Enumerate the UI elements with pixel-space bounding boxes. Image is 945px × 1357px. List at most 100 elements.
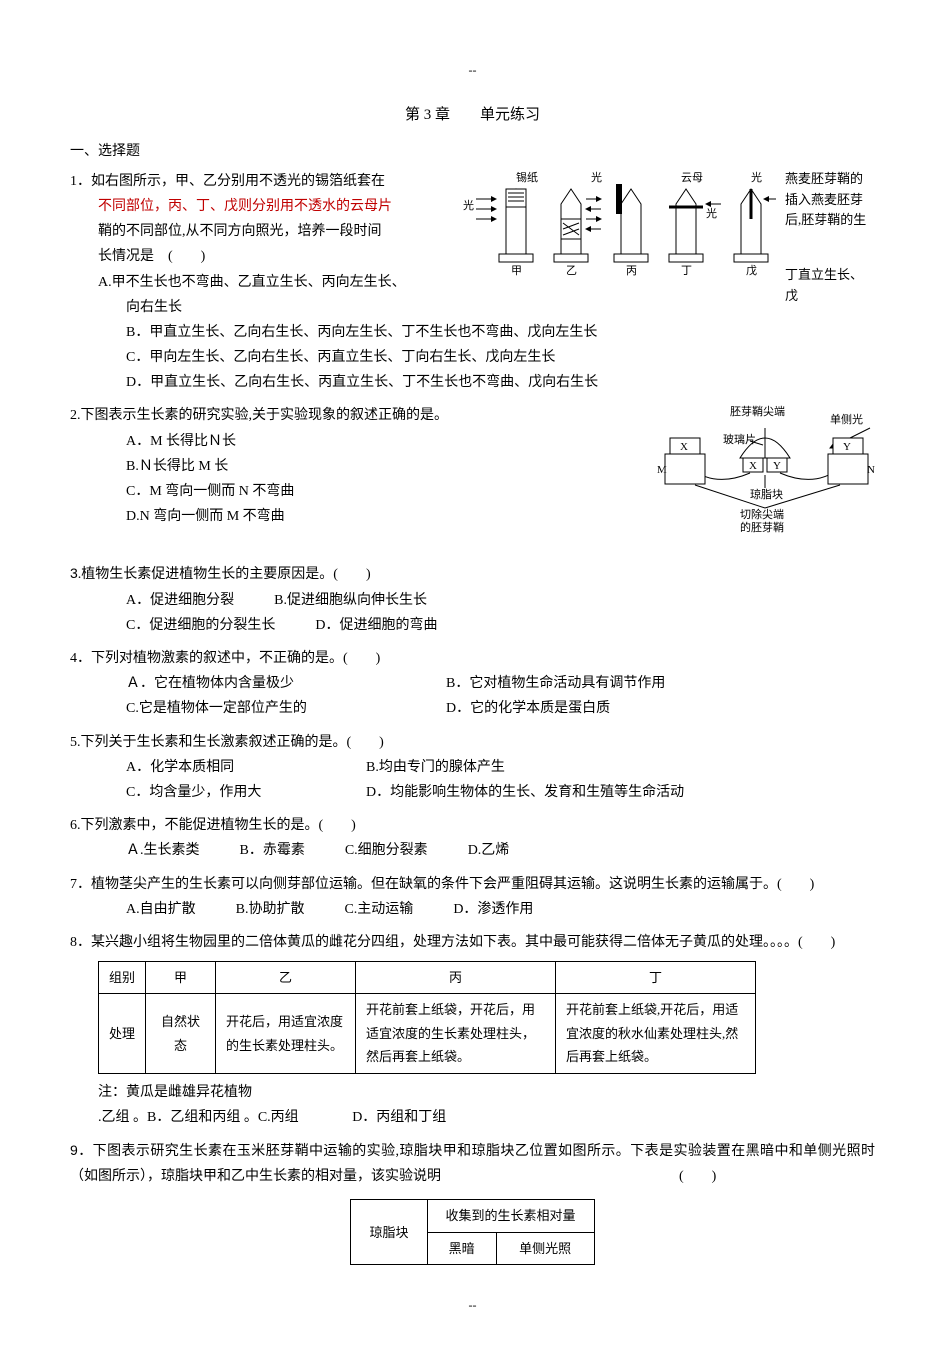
th-group: 组别 [99, 962, 146, 994]
svg-text:胚芽鞘尖端: 胚芽鞘尖端 [730, 404, 785, 418]
svg-text:甲: 甲 [511, 265, 522, 277]
note-line: 插入燕麦胚芽 [785, 190, 875, 211]
q4-optC: C.它是植物体一定部位产生的 [126, 696, 406, 721]
svg-text:单侧光: 单侧光 [830, 412, 863, 426]
note-line: 丁直立生长、戊 [785, 265, 875, 307]
q6-stem: 6.下列激素中，不能促进植物生长的是。( ) [70, 813, 875, 838]
svg-text:丙: 丙 [626, 265, 637, 277]
q4-optD: D．它的化学本质是蛋白质 [446, 696, 610, 721]
svg-text:Y: Y [773, 460, 781, 472]
svg-text:X: X [680, 441, 688, 453]
svg-text:丁: 丁 [681, 265, 692, 277]
label-light: 光 [591, 170, 602, 184]
note-line: 后,胚芽鞘的生 [785, 210, 875, 231]
question-3: 3.植物生长素促进植物生长的主要原因是。( ) A．促进细胞分裂 B.促进细胞纵… [70, 561, 875, 638]
q8-stem: 8．某兴趣小组将生物园里的二倍体黄瓜的雌花分四组，处理方法如下表。其中最可能获得… [70, 930, 875, 955]
th-bing: 丙 [356, 962, 556, 994]
q8-note: 注：黄瓜是雌雄异花植物 [98, 1080, 875, 1105]
q1-optA2: 向右生长 [126, 295, 875, 320]
question-5: 5.下列关于生长素和生长激素叙述正确的是。( ) A．化学本质相同 B.均由专门… [70, 730, 875, 806]
q5-optC: C．均含量少，作用大 [126, 780, 326, 805]
fig1-side-note: 燕麦胚芽鞘的 插入燕麦胚芽 后,胚芽鞘的生 丁直立生长、戊 [785, 169, 875, 307]
label-light: 光 [751, 170, 762, 184]
q9-table: 琼脂块 收集到的生长素相对量 黑暗 单侧光照 [350, 1199, 594, 1265]
page-marker-bottom: -- [70, 1295, 875, 1317]
label-mica: 云母 [681, 171, 703, 184]
coleoptile-jia [499, 189, 533, 262]
question-6: 6.下列激素中，不能促进植物生长的是。( ) Ａ.生长素类 B．赤霉素 C.细胞… [70, 813, 875, 863]
page-title: 第 3 章 单元练习 [70, 102, 875, 129]
q3-optB: B.促进细胞纵向伸长生长 [274, 588, 427, 613]
svg-text:琼脂块: 琼脂块 [750, 487, 783, 501]
question-8: 8．某兴趣小组将生物园里的二倍体黄瓜的雌花分四组，处理方法如下表。其中最可能获得… [70, 930, 875, 1130]
svg-text:玻璃片: 玻璃片 [723, 432, 756, 446]
th-jia: 甲 [146, 962, 216, 994]
q4-stem: 4．下列对植物激素的叙述中，不正确的是。( ) [70, 646, 875, 671]
q7-optC: C.主动运输 [344, 897, 413, 922]
q1-optD: D．甲直立生长、乙向右生长、丙直立生长、丁不生长也不弯曲、戊向右生长 [126, 370, 875, 395]
q7-optD: D．渗透作用 [453, 897, 533, 922]
td-yi: 开花后，用适宜浓度的生长素处理柱头。 [216, 994, 356, 1073]
q7-optB: B.协助扩散 [236, 897, 305, 922]
svg-text:的胚芽鞘: 的胚芽鞘 [740, 520, 784, 534]
q8-table: 组别 甲 乙 丙 丁 处理 自然状态 开花后，用适宜浓度的生长素处理柱头。 开花… [98, 961, 756, 1074]
svg-text:N: N [867, 464, 875, 476]
td-jia: 自然状态 [146, 994, 216, 1073]
q3-optD: D．促进细胞的弯曲 [315, 613, 437, 638]
q3-optC: C．促进细胞的分裂生长 [126, 613, 275, 638]
coleoptile-wu [734, 189, 776, 262]
q7-optA: A.自由扩散 [126, 897, 196, 922]
label-tin: 锡纸 [516, 170, 538, 184]
td-label: 处理 [99, 994, 146, 1073]
q3-num: 3 [70, 565, 78, 581]
td-dark: 黑暗 [427, 1232, 496, 1264]
q7-stem: 7．植物茎尖产生的生长素可以向侧芽部位运输。但在缺氧的条件下会严重阻碍其运输。这… [70, 872, 875, 897]
question-9: 9．下图表示研究生长素在玉米胚芽鞘中运输的实验,琼脂块甲和琼脂块乙位置如图所示。… [70, 1138, 875, 1265]
q5-stem: 5.下列关于生长素和生长激素叙述正确的是。( ) [70, 730, 875, 755]
q9-stem-text: ．下图表示研究生长素在玉米胚芽鞘中运输的实验,琼脂块甲和琼脂块乙位置如图所示。下… [70, 1144, 875, 1184]
td-light: 单侧光照 [496, 1232, 594, 1264]
th-ding: 丁 [556, 962, 756, 994]
q6-optA: Ａ.生长素类 [126, 838, 200, 863]
th-yi: 乙 [216, 962, 356, 994]
q3-stem: 3.植物生长素促进植物生长的主要原因是。( ) [70, 561, 875, 587]
svg-text:戊: 戊 [746, 264, 757, 277]
q9-stem: 9．下图表示研究生长素在玉米胚芽鞘中运输的实验,琼脂块甲和琼脂块乙位置如图所示。… [70, 1138, 875, 1189]
q4-optA: Ａ．它在植物体内含量极少 [126, 671, 406, 696]
figure-2: 胚芽鞘尖端 单侧光 玻璃片 X Y X M Y N [655, 403, 875, 553]
table-row: 组别 甲 乙 丙 丁 [99, 962, 756, 994]
svg-text:Y: Y [843, 441, 851, 453]
page-marker-top: -- [70, 60, 875, 82]
coleoptile-yi [554, 189, 601, 262]
q8-options: .乙组 。B．乙组和丙组 。C.丙组 D．丙组和丁组 [98, 1105, 875, 1130]
q1-optB: B．甲直立生长、乙向右生长、丙向左生长、丁不生长也不弯曲、戊向左生长 [126, 320, 875, 345]
question-2: 胚芽鞘尖端 单侧光 玻璃片 X Y X M Y N [70, 403, 875, 553]
table-row: 琼脂块 收集到的生长素相对量 [351, 1200, 594, 1232]
q8-optD: D．丙组和丁组 [352, 1110, 446, 1125]
svg-text:M: M [657, 464, 667, 476]
q3-stem-text: .植物生长素促进植物生长的主要原因是。( ) [78, 567, 371, 582]
td-bing: 开花前套上纸袋，开花后，用适宜浓度的生长素处理柱头，然后再套上纸袋。 [356, 994, 556, 1073]
coleoptile-bing [614, 184, 648, 262]
q9-num: 9 [70, 1142, 78, 1158]
td-ding: 开花前套上纸袋,开花后，用适宜浓度的秋水仙素处理柱头,然后再套上纸袋。 [556, 994, 756, 1073]
table-row: 处理 自然状态 开花后，用适宜浓度的生长素处理柱头。 开花前套上纸袋，开花后，用… [99, 994, 756, 1073]
note-line: 燕麦胚芽鞘的 [785, 169, 875, 190]
q5-optD: D．均能影响生物体的生长、发育和生殖等生命活动 [366, 780, 684, 805]
section-heading: 一、选择题 [70, 139, 875, 164]
coleoptile-ding: 光 [669, 189, 721, 262]
td-header: 收集到的生长素相对量 [427, 1200, 594, 1232]
svg-text:切除尖端: 切除尖端 [740, 507, 784, 521]
q1-optC: C．甲向左生长、乙向右生长、丙直立生长、丁向右生长、戊向左生长 [126, 345, 875, 370]
q6-optC: C.细胞分裂素 [345, 838, 428, 863]
td-agar: 琼脂块 [351, 1200, 427, 1265]
q4-optB: B．它对植物生命活动具有调节作用 [446, 671, 665, 696]
q5-optB: B.均由专门的腺体产生 [366, 755, 505, 780]
svg-text:X: X [749, 460, 757, 472]
question-1: 燕麦胚芽鞘的 插入燕麦胚芽 后,胚芽鞘的生 丁直立生长、戊 锡纸 光 云母 光 … [70, 169, 875, 396]
q5-optA: A．化学本质相同 [126, 755, 326, 780]
question-4: 4．下列对植物激素的叙述中，不正确的是。( ) Ａ．它在植物体内含量极少 B．它… [70, 646, 875, 722]
svg-text:光: 光 [706, 206, 717, 220]
figure-1: 锡纸 光 云母 光 光 [461, 169, 781, 279]
q6-optB: B．赤霉素 [240, 838, 305, 863]
